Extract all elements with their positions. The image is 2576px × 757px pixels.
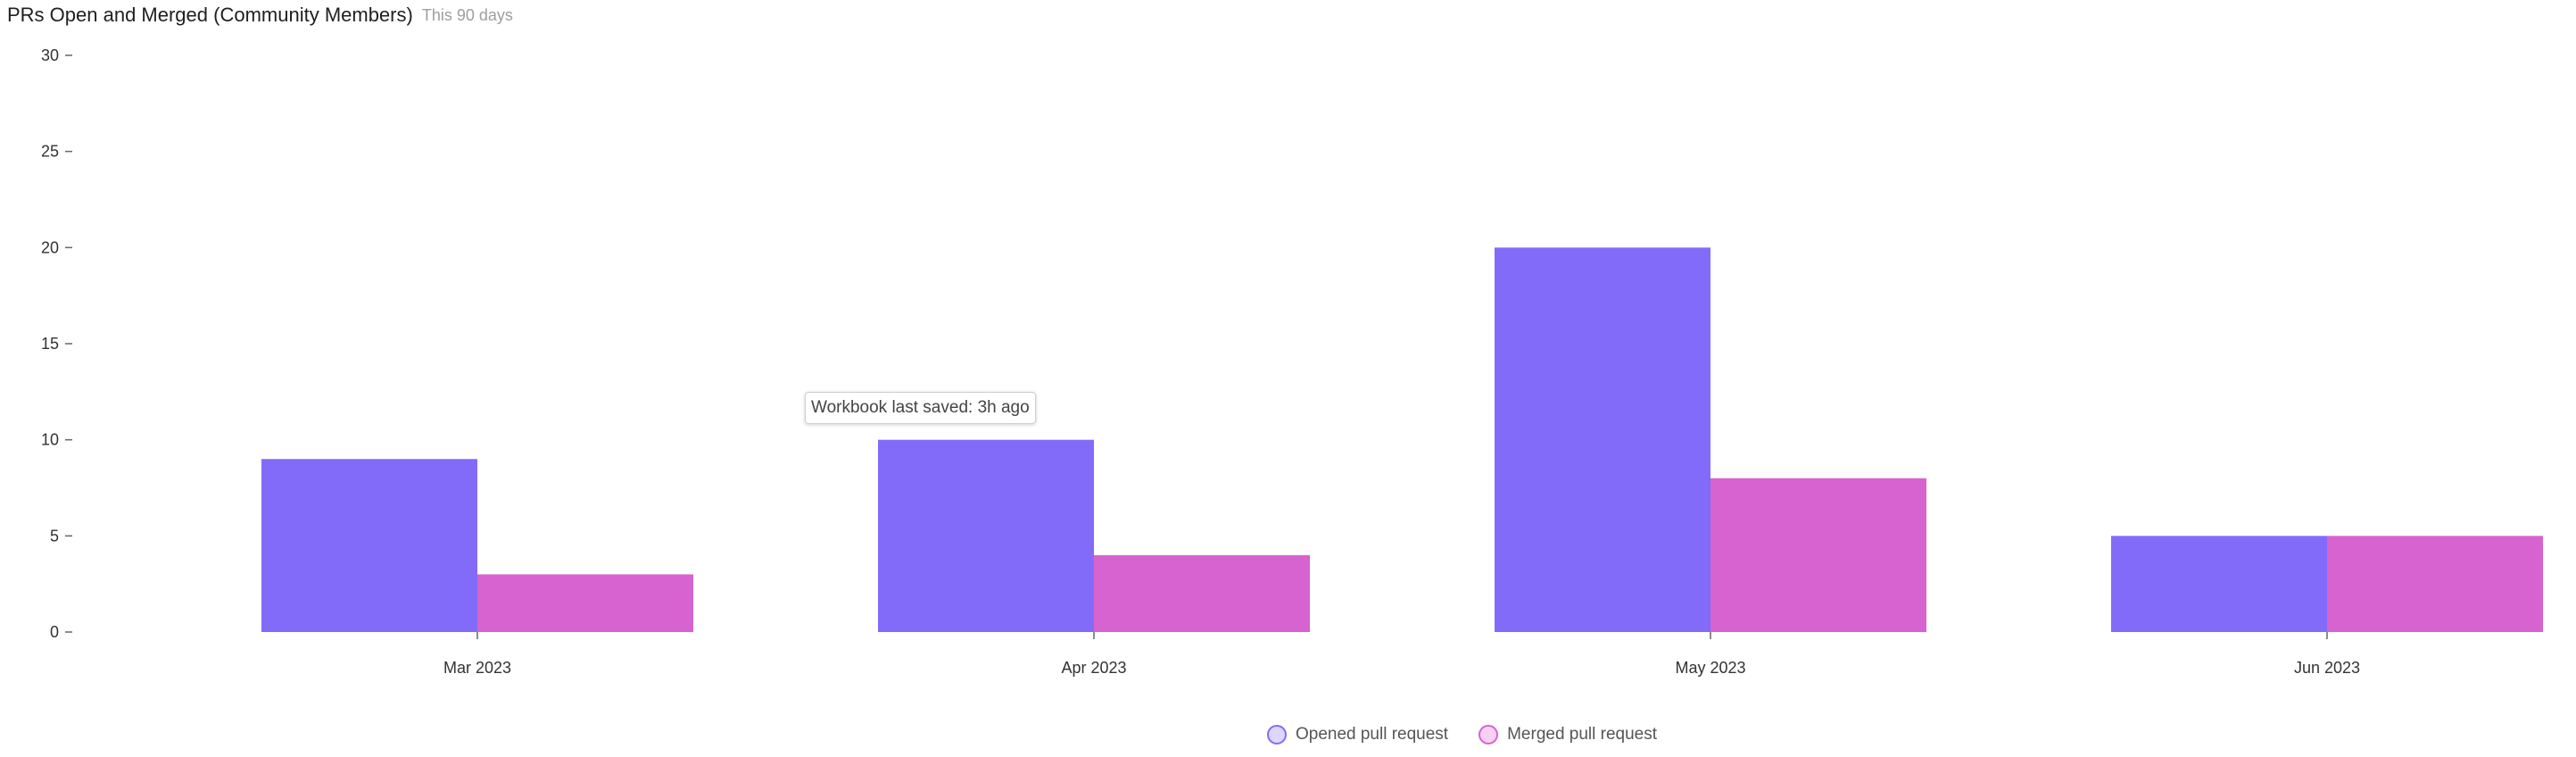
chart-legend: Opened pull request Merged pull request (0, 725, 2576, 745)
bar-merged-3 (2327, 536, 2543, 632)
legend-swatch-merged (1479, 725, 1499, 745)
chart-header: PRs Open and Merged (Community Members) … (7, 0, 513, 30)
legend-label-opened: Opened pull request (1295, 725, 1449, 744)
bar-merged-1 (1094, 554, 1310, 632)
bar-merged-2 (1710, 478, 1926, 632)
bar-opened-0 (261, 459, 477, 632)
legend-swatch-opened (1266, 725, 1287, 745)
x-tick-label-1: Apr 2023 (1061, 659, 1126, 677)
bar-merged-0 (477, 574, 693, 632)
chart-title: PRs Open and Merged (Community Members) (7, 4, 413, 26)
workbook-saved-tooltip: Workbook last saved: 3h ago (805, 392, 1036, 424)
legend-item-opened[interactable]: Opened pull request (1266, 725, 1449, 745)
chart-subtitle: This 90 days (421, 5, 513, 24)
x-tick-label-3: Jun 2023 (2294, 659, 2360, 677)
x-tick-label-0: Mar 2023 (443, 659, 511, 677)
y-tick-label-15: 15 (41, 335, 59, 353)
y-tick-label-25: 25 (41, 143, 59, 161)
y-tick-label-0: 0 (50, 623, 59, 641)
bar-opened-2 (1495, 247, 1710, 632)
x-tick-label-2: May 2023 (1675, 659, 1745, 677)
y-tick-label-10: 10 (41, 431, 59, 449)
y-tick-label-5: 5 (50, 527, 59, 545)
bar-opened-3 (2111, 536, 2327, 632)
y-tick-label-20: 20 (41, 238, 59, 256)
bar-opened-1 (878, 439, 1094, 632)
legend-label-merged: Merged pull request (1507, 725, 1658, 744)
y-tick-label-30: 30 (41, 46, 59, 64)
legend-item-merged[interactable]: Merged pull request (1479, 725, 1657, 745)
